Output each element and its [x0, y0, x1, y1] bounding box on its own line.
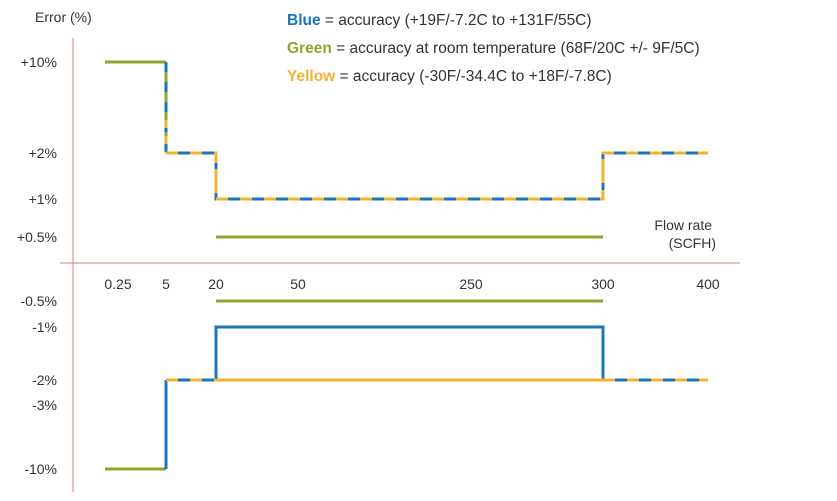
- x-tick-250: 250: [459, 276, 483, 292]
- x-tick-50: 50: [290, 276, 306, 292]
- x-axis-title-line2: (SCFH): [669, 235, 716, 251]
- blue-lower-bound: [166, 325, 708, 382]
- x-tick-labels: 0.25 5 20 50 250 300 400: [104, 276, 720, 292]
- legend-desc-yellow: = accuracy (-30F/-34.4C to +18F/-7.8C): [335, 68, 612, 85]
- yellow-upper-bound: [166, 151, 708, 201]
- legend-desc-green: = accuracy at room temperature (68F/20C …: [332, 40, 700, 57]
- x-axis-title-line1: Flow rate: [654, 217, 712, 233]
- y-tick-0-5: -0.5%: [20, 293, 57, 309]
- y-tick-1: +1%: [29, 191, 57, 207]
- legend-item-blue: Blue = accuracy (+19F/-7.2C to +131F/55C…: [287, 12, 592, 29]
- y-axis-title: Error (%): [35, 9, 92, 25]
- x-tick-0-25: 0.25: [104, 276, 131, 292]
- y-tick-labels: +10% +2% +1% +0.5% -0.5% -1% -2% -3% -10%: [17, 54, 57, 477]
- y-tick-3: -3%: [32, 397, 57, 413]
- x-tick-5: 5: [162, 276, 170, 292]
- y-tick-2: +2%: [29, 145, 57, 161]
- x-tick-300: 300: [591, 276, 615, 292]
- legend-key-blue: Blue: [287, 12, 321, 29]
- y-tick-10: -10%: [24, 461, 57, 477]
- blue-upper-bound: [166, 151, 708, 201]
- y-tick-1: -1%: [32, 319, 57, 335]
- legend-item-green: Green = accuracy at room temperature (68…: [287, 40, 700, 57]
- legend: Blue = accuracy (+19F/-7.2C to +131F/55C…: [287, 12, 700, 85]
- series-lines: [105, 60, 708, 471]
- legend-key-yellow: Yellow: [287, 68, 336, 85]
- y-tick-2: -2%: [32, 372, 57, 388]
- x-tick-400: 400: [696, 276, 720, 292]
- legend-key-green: Green: [287, 40, 332, 57]
- axes: [60, 38, 740, 492]
- y-tick-10: +10%: [21, 54, 57, 70]
- legend-desc-blue: = accuracy (+19F/-7.2C to +131F/55C): [321, 12, 592, 29]
- y-tick-0-5: +0.5%: [17, 229, 57, 245]
- x-tick-20: 20: [208, 276, 224, 292]
- legend-item-yellow: Yellow = accuracy (-30F/-34.4C to +18F/-…: [287, 68, 612, 85]
